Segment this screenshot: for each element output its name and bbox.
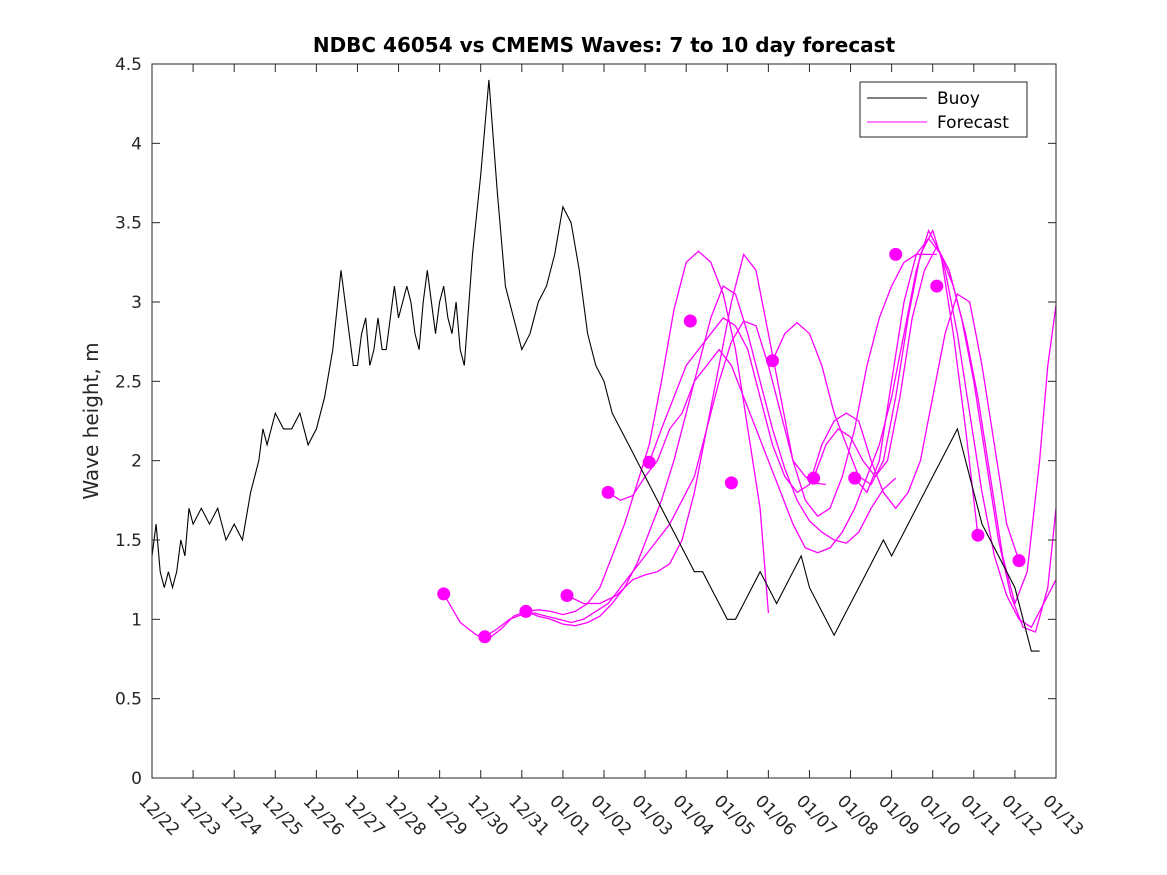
y-tick-label: 0.5 [115,690,142,710]
forecast-marker [601,485,615,499]
plot-frame [151,63,1057,779]
x-tick-label: 01/03 [628,791,677,840]
x-tick-label: 01/08 [833,791,882,840]
forecast-marker [642,455,656,469]
y-tick-label: 4.5 [115,55,142,75]
forecast-marker [971,528,985,542]
x-tick-label: 12/29 [422,791,471,840]
y-tick-label: 3 [131,293,142,313]
x-tick-label: 01/09 [874,791,923,840]
buoy-line [152,79,1040,652]
x-tick-label: 01/05 [710,791,759,840]
x-tick-label: 12/28 [381,791,430,840]
x-tick-label: 01/06 [751,791,800,840]
x-tick-label: 01/02 [586,791,635,840]
forecast-marker [766,354,779,368]
x-tick-label: 01/10 [915,791,964,840]
forecast-line-9 [854,237,1056,606]
forecast-marker [478,630,492,644]
y-axis: 0 0.5 1 1.5 2 2.5 3 3.5 4 4.5 [115,55,1056,789]
forecast-marker [560,589,574,602]
forecast-line-1 [443,250,770,640]
x-tick-label: 12/30 [463,791,512,840]
y-axis-label: Wave height, m [79,342,103,499]
y-tick-label: 0 [131,769,142,789]
forecast-marker [519,604,533,618]
x-tick-label: 01/12 [997,791,1046,840]
x-tick-label: 01/13 [1038,791,1087,840]
forecast-line-4 [566,252,937,605]
x-tick-label: 12/31 [504,791,553,840]
x-axis: 12/2212/2312/2412/2512/2612/2712/2812/29… [134,64,1087,840]
forecast-marker [807,471,821,485]
x-tick-label: 12/24 [217,791,266,840]
legend-buoy-label: Buoy [937,89,980,109]
legend-box [859,81,1028,138]
y-tick-label: 2 [131,452,142,472]
x-tick-label: 12/23 [176,791,225,840]
forecast-line-2 [484,320,826,638]
x-tick-label: 12/22 [134,791,183,840]
forecast-marker [437,587,451,601]
forecast-marker [1012,554,1026,568]
x-tick-label: 12/26 [299,791,348,840]
y-tick-label: 4 [131,134,142,154]
y-tick-label: 1.5 [115,531,142,551]
legend: Buoy Forecast [859,81,1028,138]
chart-title: NDBC 46054 vs CMEMS Waves: 7 to 10 day f… [313,33,896,57]
legend-forecast-label: Forecast [937,113,1009,133]
y-tick-label: 2.5 [115,372,142,392]
x-tick-label: 01/07 [792,791,841,840]
forecast-marker [848,471,862,485]
forecast-marker [724,476,738,490]
forecast-marker [683,314,697,328]
y-tick-label: 3.5 [115,214,142,234]
forecast-line-6 [648,293,1020,561]
forecast-line-3 [525,285,897,627]
forecast-marker [889,247,903,261]
x-tick-label: 12/25 [258,791,307,840]
x-tick-label: 01/01 [545,791,594,840]
forecast-marker [930,279,944,293]
x-tick-label: 12/27 [340,791,389,840]
forecast-line-5 [607,228,979,554]
y-tick-label: 1 [131,610,142,630]
x-tick-label: 01/11 [956,791,1005,840]
forecast-line-7 [771,228,1056,629]
x-tick-label: 01/04 [669,791,718,840]
forecast-line-8 [812,245,1056,633]
